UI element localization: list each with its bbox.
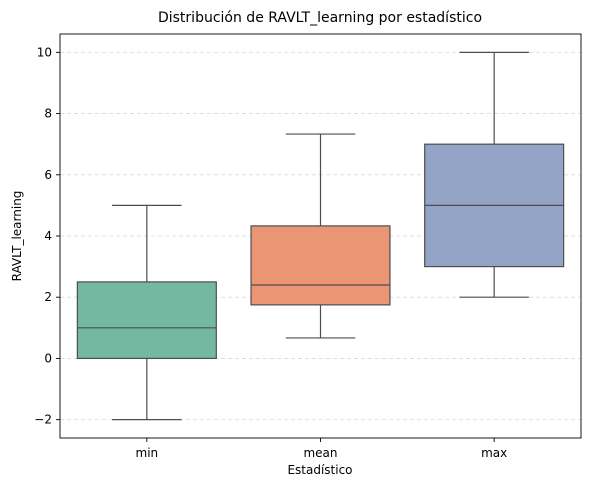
y-tick-label: 2 — [44, 290, 52, 304]
y-axis-label: RAVLT_learning — [10, 191, 24, 282]
x-axis-label: Estadístico — [287, 463, 352, 477]
box-min — [76, 204, 217, 421]
iqr-box — [76, 281, 217, 360]
y-tick-label: −2 — [34, 413, 52, 427]
y-tick-label: 0 — [44, 351, 52, 365]
y-tick-label: 10 — [37, 45, 52, 59]
boxes — [76, 51, 565, 421]
x-tick-label-min: min — [136, 446, 159, 460]
chart-title: Distribución de RAVLT_learning por estad… — [158, 10, 482, 26]
y-tick-label: 8 — [44, 107, 52, 121]
x-tick-label-max: max — [481, 446, 507, 460]
y-tick-label: 6 — [44, 168, 52, 182]
y-tick-label: 4 — [44, 229, 52, 243]
box-max — [424, 51, 565, 298]
axis-ticks: −2 0 2 4 6 8 10 min mean max — [34, 45, 507, 460]
x-tick-label-mean: mean — [303, 446, 337, 460]
box-mean — [250, 133, 391, 339]
iqr-box — [250, 225, 391, 306]
